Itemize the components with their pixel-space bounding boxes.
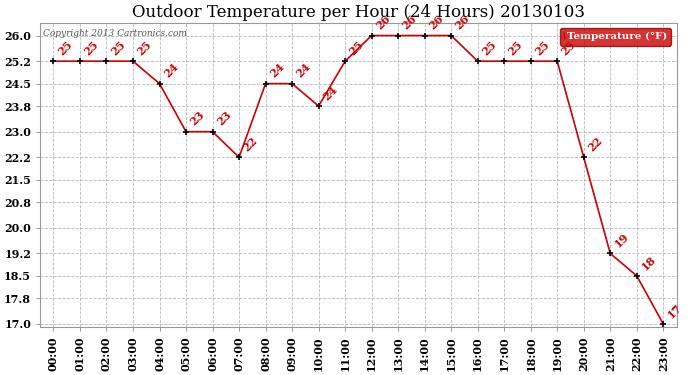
- Text: 25: 25: [506, 39, 525, 57]
- Text: 24: 24: [321, 84, 339, 102]
- Text: 22: 22: [241, 135, 259, 153]
- Text: 24: 24: [294, 61, 313, 80]
- Text: 26: 26: [427, 13, 446, 32]
- Text: 23: 23: [188, 109, 207, 128]
- Text: 25: 25: [56, 39, 75, 57]
- Text: 25: 25: [560, 39, 578, 57]
- Text: 23: 23: [215, 109, 233, 128]
- Text: 25: 25: [533, 39, 551, 57]
- Text: 18: 18: [639, 254, 658, 272]
- Text: 24: 24: [161, 61, 180, 80]
- Text: 24: 24: [268, 61, 286, 80]
- Text: 17: 17: [665, 302, 684, 320]
- Text: 22: 22: [586, 135, 604, 153]
- Text: 26: 26: [374, 13, 393, 32]
- Legend: Temperature (°F): Temperature (°F): [560, 28, 671, 45]
- Text: 25: 25: [480, 39, 498, 57]
- Text: 19: 19: [613, 231, 631, 250]
- Text: 26: 26: [453, 13, 472, 32]
- Text: 25: 25: [82, 39, 101, 57]
- Text: 25: 25: [108, 39, 127, 57]
- Text: 25: 25: [135, 39, 154, 57]
- Text: 25: 25: [347, 39, 366, 57]
- Text: 26: 26: [400, 13, 419, 32]
- Text: Copyright 2013 Cartronics.com: Copyright 2013 Cartronics.com: [43, 29, 187, 38]
- Title: Outdoor Temperature per Hour (24 Hours) 20130103: Outdoor Temperature per Hour (24 Hours) …: [132, 4, 585, 21]
